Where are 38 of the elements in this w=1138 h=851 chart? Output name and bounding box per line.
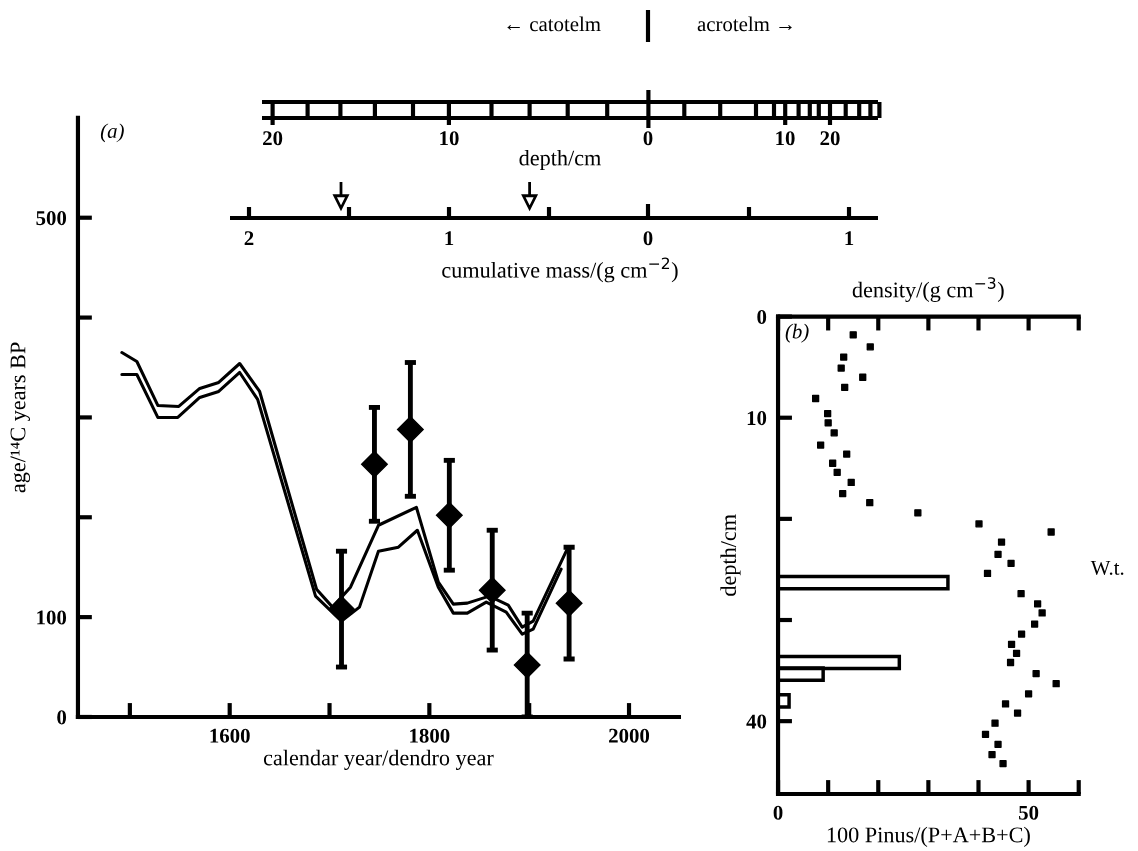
text: acrotelm → xyxy=(697,16,792,32)
annotation: 2 xyxy=(244,231,254,246)
text: ← catotelm xyxy=(507,16,601,32)
y-tick-label: 0 xyxy=(757,309,767,325)
y-tick-label: 10 xyxy=(747,411,767,426)
x-tick-label: 50 xyxy=(1019,805,1039,820)
text: cumulative mass/(g cm$^{−2}$) xyxy=(442,257,678,283)
x-tick-label: 2000 xyxy=(609,728,650,743)
point xyxy=(435,501,463,529)
x-axis-title: calendar year/dendro year xyxy=(263,749,494,770)
annotation: 0 xyxy=(643,131,653,146)
annotation: (a) xyxy=(100,123,124,143)
y-axis-title: age/¹⁴C years BP xyxy=(10,342,31,493)
point xyxy=(328,595,355,623)
text: W.t. xyxy=(1090,560,1124,575)
x-tick-label: 1600 xyxy=(210,728,250,743)
annotation: (b) xyxy=(785,323,809,343)
y-tick-label: 100 xyxy=(37,610,67,625)
x-tick-label: 1800 xyxy=(410,728,450,743)
y-tick-label: 500 xyxy=(36,211,67,226)
annotation: 20 xyxy=(263,131,283,146)
annotation: 0 xyxy=(643,231,653,246)
y-axis-title: depth/cm xyxy=(720,514,741,596)
annotation: 10 xyxy=(440,131,459,146)
point xyxy=(360,450,388,478)
x2-axis-title: density/(g cm$^{−3}$) xyxy=(852,277,1004,302)
text: 1 xyxy=(845,231,854,246)
x-axis-title: 100 Pinus/(P+A+B+C) xyxy=(827,826,1030,847)
point xyxy=(555,589,583,617)
y-tick-label: 40 xyxy=(746,714,767,729)
point xyxy=(396,415,424,443)
text: 20 xyxy=(820,131,840,146)
point xyxy=(513,651,541,679)
annotation: 1 xyxy=(445,231,454,246)
y-tick-label: 0 xyxy=(57,710,67,725)
text: 10 xyxy=(776,131,795,146)
text: depth/cm xyxy=(519,149,601,171)
point xyxy=(478,576,506,604)
